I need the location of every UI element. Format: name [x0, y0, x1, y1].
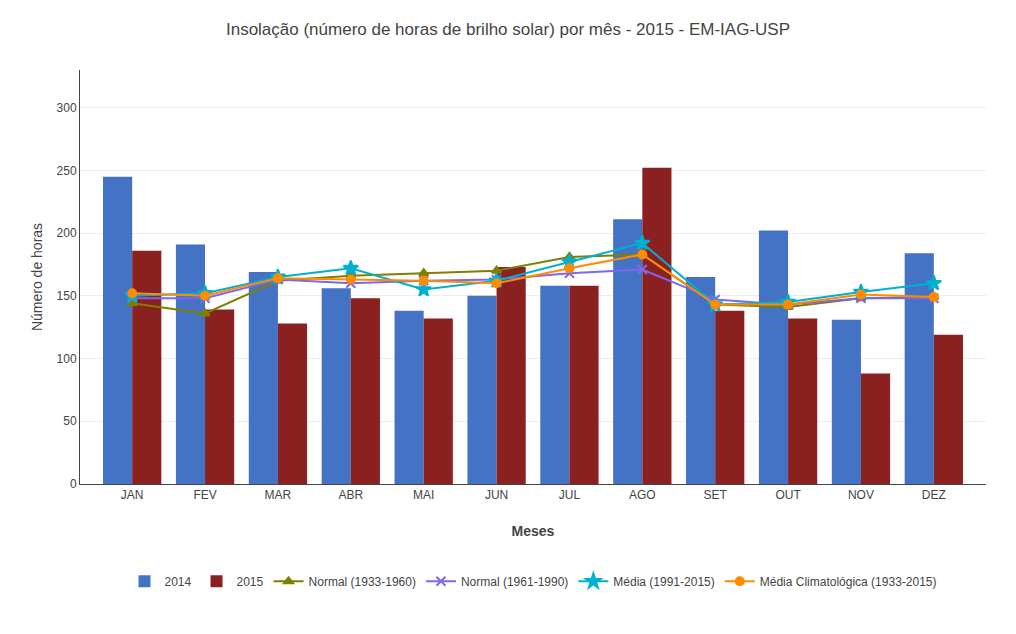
svg-text:SET: SET — [704, 488, 728, 502]
svg-text:NOV: NOV — [848, 488, 874, 502]
svg-text:JUN: JUN — [485, 488, 508, 502]
svg-text:Média Climatológica (1933-2015: Média Climatológica (1933-2015) — [760, 575, 937, 589]
svg-text:Insolação (número de horas de: Insolação (número de horas de brilho sol… — [226, 20, 790, 39]
svg-text:Normal (1961-1990): Normal (1961-1990) — [461, 575, 568, 589]
svg-text:MAI: MAI — [413, 488, 434, 502]
svg-text:2015: 2015 — [237, 575, 264, 589]
svg-text:2014: 2014 — [165, 575, 192, 589]
svg-text:ABR: ABR — [338, 488, 363, 502]
svg-text:100: 100 — [57, 352, 77, 366]
svg-text:Média (1991-2015): Média (1991-2015) — [613, 575, 714, 589]
svg-text:0: 0 — [70, 477, 77, 491]
svg-text:MAR: MAR — [265, 488, 292, 502]
svg-text:250: 250 — [57, 164, 77, 178]
svg-text:JUL: JUL — [559, 488, 581, 502]
svg-text:Meses: Meses — [512, 523, 555, 539]
svg-text:200: 200 — [57, 226, 77, 240]
svg-text:150: 150 — [57, 289, 77, 303]
svg-text:50: 50 — [63, 414, 77, 428]
svg-text:300: 300 — [57, 101, 77, 115]
svg-text:JAN: JAN — [121, 488, 144, 502]
svg-text:FEV: FEV — [193, 488, 216, 502]
svg-text:AGO: AGO — [629, 488, 656, 502]
svg-text:OUT: OUT — [775, 488, 801, 502]
svg-text:DEZ: DEZ — [922, 488, 946, 502]
svg-text:Normal (1933-1960): Normal (1933-1960) — [309, 575, 416, 589]
svg-text:Número de horas: Número de horas — [29, 223, 45, 331]
